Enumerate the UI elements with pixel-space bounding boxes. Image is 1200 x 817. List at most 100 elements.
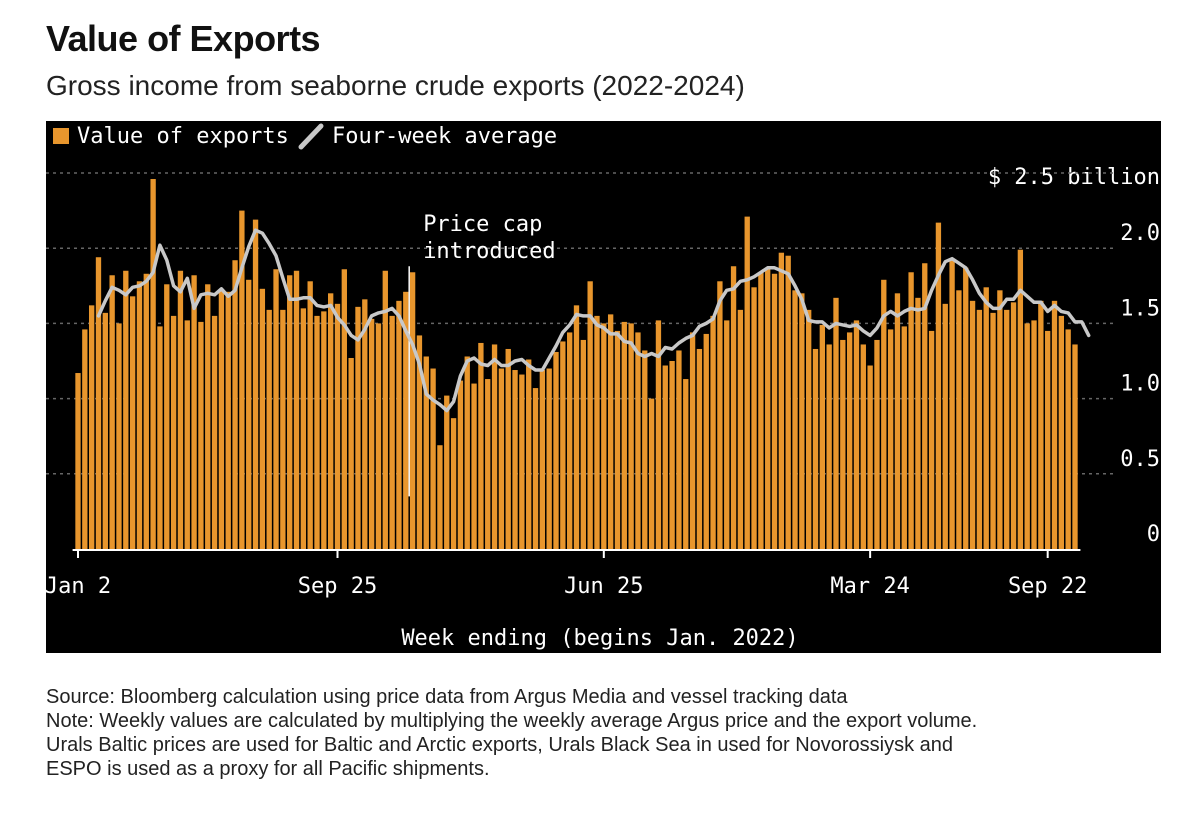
bar — [1017, 249, 1024, 550]
bar — [430, 368, 436, 549]
bar — [184, 320, 190, 549]
bar — [314, 315, 320, 549]
bar — [669, 361, 675, 549]
bar — [287, 275, 293, 549]
method-note-2: Urals Baltic prices are used for Baltic … — [46, 734, 954, 756]
x-tick-label: Mar 24 — [830, 574, 909, 599]
bar — [170, 315, 177, 549]
bar — [505, 348, 511, 549]
bar — [546, 368, 552, 549]
bar — [730, 266, 737, 549]
legend: Value of exports Four-week average — [53, 123, 557, 150]
x-tick-label: Jun 25 — [564, 574, 643, 599]
bar — [1058, 315, 1065, 549]
bar — [908, 272, 914, 549]
bar — [293, 270, 300, 549]
legend-bar-swatch — [53, 128, 69, 144]
chart-subtitle: Gross income from seaborne crude exports… — [46, 70, 745, 101]
y-axis-unit-label: $ 2.5 billion — [988, 165, 1160, 190]
bar — [307, 281, 313, 549]
bar — [840, 339, 846, 549]
bar — [587, 281, 593, 549]
bar — [976, 309, 983, 549]
bar — [676, 350, 682, 549]
bar — [1045, 330, 1051, 549]
y-axis-ticks: 2.0 1.5 1.0 0.5 0 — [1120, 221, 1160, 547]
bar — [553, 351, 559, 549]
bar — [532, 388, 539, 549]
bar — [177, 270, 184, 549]
bar — [389, 315, 395, 549]
bar — [915, 297, 921, 549]
bar — [758, 272, 764, 549]
bar — [819, 324, 825, 549]
bar — [478, 342, 484, 549]
bar — [942, 303, 948, 549]
bar — [887, 329, 894, 549]
bar — [744, 216, 750, 549]
bar — [1038, 300, 1044, 549]
bar — [601, 323, 607, 549]
bar — [648, 398, 655, 549]
bar — [881, 279, 887, 549]
bar — [457, 380, 464, 549]
bar — [362, 299, 368, 549]
bar — [901, 326, 907, 549]
bar — [635, 332, 641, 549]
bar — [710, 315, 716, 549]
y-tick-label: 1.0 — [1120, 372, 1160, 397]
bar — [689, 332, 696, 549]
bar — [334, 303, 341, 549]
bar — [82, 329, 88, 549]
bar — [464, 356, 470, 549]
bar — [341, 269, 347, 549]
bar — [771, 273, 778, 549]
bar — [150, 179, 156, 549]
bar — [833, 297, 839, 549]
bar — [806, 309, 812, 549]
bar — [846, 332, 853, 549]
bar — [662, 365, 668, 549]
bar — [416, 335, 423, 549]
bar — [724, 320, 730, 549]
bar — [382, 270, 388, 549]
bar — [607, 314, 614, 549]
bar — [136, 281, 143, 549]
bar — [860, 344, 866, 549]
bar — [266, 309, 272, 549]
bar — [437, 445, 443, 549]
bar — [785, 255, 791, 549]
legend-line-swatch — [298, 123, 324, 150]
bar — [949, 260, 955, 549]
bar — [444, 395, 450, 549]
bar — [792, 290, 798, 549]
bar — [246, 279, 252, 549]
bar — [116, 323, 122, 549]
source-note: Source: Bloomberg calculation using pric… — [46, 686, 848, 708]
x-tick-label: Sep 22 — [1008, 574, 1087, 599]
bar — [539, 370, 546, 549]
bar — [259, 288, 266, 549]
bar — [1072, 344, 1078, 549]
bar — [526, 359, 532, 549]
bar — [621, 321, 627, 549]
bar — [874, 339, 880, 549]
y-tick-label: 0.5 — [1120, 447, 1160, 472]
bar — [969, 300, 976, 549]
bar — [1065, 329, 1071, 549]
bar — [990, 312, 996, 549]
bar — [123, 270, 129, 549]
bar — [983, 287, 989, 549]
bar — [580, 339, 586, 549]
bar — [1031, 320, 1037, 549]
bar — [799, 293, 805, 549]
annotation-line-1: Price cap — [423, 212, 542, 237]
bar — [368, 318, 375, 549]
x-axis-label: Week ending (begins Jan. 2022) — [401, 626, 798, 651]
bar — [143, 273, 149, 549]
bar — [567, 332, 573, 549]
bar — [812, 348, 819, 549]
bar — [512, 370, 518, 549]
bar — [867, 365, 873, 549]
legend-label-value-of-exports: Value of exports — [77, 124, 289, 149]
